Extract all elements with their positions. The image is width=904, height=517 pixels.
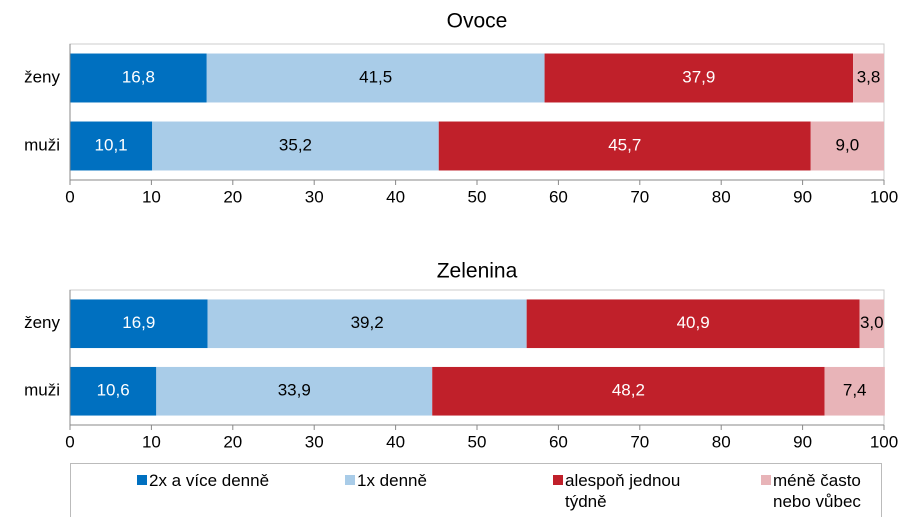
y-tick-label: ženy [24, 67, 60, 86]
data-label: 16,9 [122, 313, 155, 332]
bar-segment [432, 366, 825, 416]
legend-label: 1x denně [357, 471, 427, 490]
legend-item: alespoň jednou týdně [487, 464, 695, 517]
legend-swatch [553, 475, 563, 485]
bar-segment [70, 53, 207, 103]
x-tick-label: 30 [305, 187, 324, 206]
legend-item: méně často nebo vůbec [695, 464, 903, 517]
data-label: 41,5 [359, 67, 392, 86]
x-tick-label: 90 [793, 187, 812, 206]
legend-swatch [137, 475, 147, 485]
x-tick-label: 50 [468, 432, 487, 451]
x-tick-label: 80 [712, 432, 731, 451]
data-label: 48,2 [612, 381, 645, 400]
data-label: 37,9 [682, 67, 715, 86]
bar-segment [526, 299, 860, 349]
data-label: 10,6 [97, 381, 130, 400]
bar-segment [824, 366, 885, 416]
x-tick-label: 0 [65, 432, 74, 451]
x-tick-label: 20 [223, 432, 242, 451]
data-label: 16,8 [122, 67, 155, 86]
y-tick-label: muži [24, 381, 60, 400]
data-label: 40,9 [677, 313, 710, 332]
x-tick-label: 100 [870, 187, 898, 206]
bar-segment [544, 53, 854, 103]
bar-segment [70, 121, 153, 171]
chart-title: Ovoce [447, 10, 508, 33]
bar-segment [156, 366, 433, 416]
data-label: 7,4 [843, 381, 867, 400]
x-tick-label: 30 [305, 432, 324, 451]
legend-item: 2x a více denně [71, 464, 279, 517]
x-tick-label: 70 [630, 187, 649, 206]
bar-segment [152, 121, 439, 171]
x-tick-label: 90 [793, 432, 812, 451]
x-tick-label: 60 [549, 187, 568, 206]
legend-swatch [345, 475, 355, 485]
x-tick-label: 40 [386, 432, 405, 451]
legend: 2x a více denně 1x denně alespoň jednou tý… [70, 463, 882, 517]
bar-segment [70, 366, 157, 416]
x-tick-label: 60 [549, 432, 568, 451]
bar-segment [70, 299, 208, 349]
legend-label: 2x a více denně [149, 471, 270, 490]
legend-item: 1x denně [279, 464, 487, 517]
x-tick-label: 100 [870, 432, 898, 451]
data-label: 35,2 [279, 135, 312, 154]
y-tick-label: ženy [24, 313, 60, 332]
chart-title: Zelenina [437, 260, 518, 283]
x-tick-label: 10 [142, 187, 161, 206]
data-label: 3,8 [857, 67, 881, 86]
data-label: 33,9 [278, 381, 311, 400]
legend-label: alespoň jednou týdně [565, 471, 681, 511]
charts: Ovoce ženy 16,8 41,5 37,9 3,8 muži 10,1 35,2 45,7… [24, 10, 898, 452]
bar-segment [810, 121, 884, 171]
y-tick-label: muži [24, 135, 60, 154]
x-tick-label: 10 [142, 432, 161, 451]
data-label: 9,0 [836, 135, 860, 154]
x-tick-label: 80 [712, 187, 731, 206]
data-label: 39,2 [351, 313, 384, 332]
legend-swatch [761, 475, 771, 485]
data-label: 10,1 [95, 135, 128, 154]
x-tick-label: 20 [223, 187, 242, 206]
legend-label: méně často nebo vůbec [773, 471, 861, 511]
bar-segment [438, 121, 811, 171]
bar-segment [859, 299, 884, 349]
bar-segment [207, 299, 527, 349]
bar-segment [206, 53, 545, 103]
x-tick-label: 0 [65, 187, 74, 206]
data-label: 45,7 [608, 135, 641, 154]
data-label: 3,0 [860, 313, 884, 332]
x-tick-label: 50 [468, 187, 487, 206]
bar-segment [853, 53, 884, 103]
x-tick-label: 70 [630, 432, 649, 451]
x-tick-label: 40 [386, 187, 405, 206]
